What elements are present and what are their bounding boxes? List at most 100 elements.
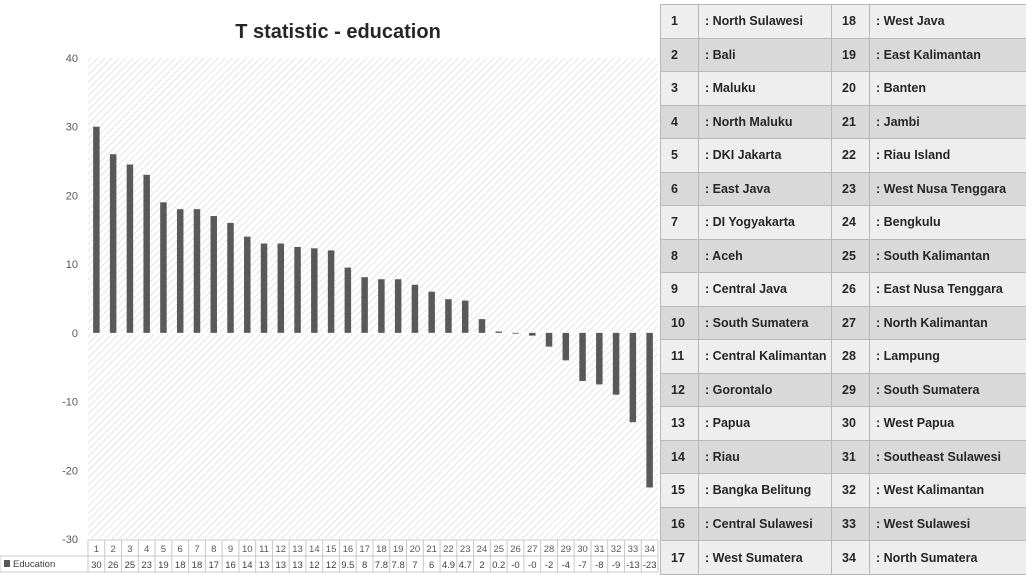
province-number: 5 <box>660 138 699 173</box>
bar <box>126 164 134 333</box>
table-row: 10: South Sumatera 27: North Kalimantan <box>660 305 1026 341</box>
y-tick-label: 30 <box>66 122 78 134</box>
y-tick-label: 0 <box>72 328 78 340</box>
province-number: 18 <box>831 4 870 39</box>
data-label: -23 <box>643 560 657 571</box>
province-name: : East Java <box>698 171 832 207</box>
data-label: 2 <box>479 560 484 571</box>
x-tick-label: 33 <box>628 544 639 555</box>
province-name: : Central Kalimantan <box>698 339 832 374</box>
province-number: 27 <box>831 305 870 341</box>
bar <box>160 202 167 333</box>
province-name: : East Nusa Tenggara <box>869 272 1026 307</box>
province-number: 34 <box>831 540 870 575</box>
bar <box>327 250 335 333</box>
x-tick-label: 11 <box>259 544 269 555</box>
x-tick-label: 2 <box>110 544 115 555</box>
data-label: 7.8 <box>375 560 388 571</box>
data-label: -7 <box>578 560 586 571</box>
province-name: : Bali <box>698 37 832 73</box>
x-tick-label: 26 <box>510 544 521 555</box>
bar <box>311 248 318 333</box>
province-name: : North Maluku <box>698 104 832 140</box>
data-label: 13 <box>292 560 303 571</box>
province-name: : West Java <box>869 4 1026 39</box>
data-label: 4.9 <box>442 560 455 571</box>
province-legend-table: 1: North Sulawesi 18: West Java 2: Bali 19:… <box>660 4 1026 575</box>
province-name: : South Sumatera <box>869 372 1026 408</box>
table-row: 14: Riau 31: Southeast Sulawesi <box>660 439 1026 475</box>
data-label: 13 <box>259 560 270 571</box>
data-label: 8 <box>362 560 367 571</box>
province-name: : Maluku <box>698 71 832 106</box>
x-tick-label: 10 <box>242 544 253 555</box>
x-tick-label: 4 <box>144 544 149 555</box>
x-tick-label: 3 <box>127 544 132 555</box>
plot-background <box>88 58 658 539</box>
province-number: 11 <box>660 339 699 374</box>
data-label: 7.8 <box>392 560 405 571</box>
x-tick-label: 29 <box>561 544 572 555</box>
data-label: 25 <box>125 560 136 571</box>
x-tick-label: 30 <box>577 544 588 555</box>
x-tick-label: 19 <box>393 544 404 555</box>
province-name: : South Kalimantan <box>869 238 1026 274</box>
province-name: : West Nusa Tenggara <box>869 171 1026 207</box>
bar <box>495 331 502 333</box>
data-label: 23 <box>141 560 152 571</box>
table-row: 16: Central Sulawesi 33: West Sulawesi <box>660 506 1026 542</box>
data-label: 13 <box>276 560 287 571</box>
legend-series-name: Education <box>13 559 55 570</box>
x-tick-label: 7 <box>194 544 199 555</box>
data-label: 16 <box>225 560 236 571</box>
bar <box>411 284 419 333</box>
table-row: 8: Aceh 25: South Kalimantan <box>660 238 1026 274</box>
province-name: : Gorontalo <box>698 372 832 408</box>
province-number: 14 <box>660 439 699 475</box>
province-name: : Aceh <box>698 238 832 274</box>
data-label: 17 <box>208 560 219 571</box>
province-number: 32 <box>831 473 870 508</box>
table-row: 12: Gorontalo 29: South Sumatera <box>660 372 1026 408</box>
x-tick-label: 8 <box>211 544 216 555</box>
province-number: 20 <box>831 71 870 106</box>
x-tick-label: 17 <box>359 544 370 555</box>
y-tick-label: 20 <box>66 190 78 202</box>
province-name: : Bangka Belitung <box>698 473 832 508</box>
province-name: : West Sulawesi <box>869 506 1026 542</box>
table-row: 6: East Java 23: West Nusa Tenggara <box>660 171 1026 207</box>
province-number: 22 <box>831 138 870 173</box>
province-number: 15 <box>660 473 699 508</box>
chart-area: T statistic - education 40 30 20 10 0 -10 -20 -… <box>0 21 659 573</box>
x-tick-label: 34 <box>644 544 655 555</box>
province-number: 1 <box>660 4 699 39</box>
bars <box>93 126 653 488</box>
province-number: 31 <box>831 439 870 475</box>
table-row: 1: North Sulawesi 18: West Java <box>660 4 1026 39</box>
province-number: 29 <box>831 372 870 408</box>
data-label: 4.7 <box>459 560 472 571</box>
bar <box>629 332 637 423</box>
x-tick-label: 28 <box>544 544 555 555</box>
x-tick-label: 5 <box>161 544 166 555</box>
data-label: 30 <box>91 560 102 571</box>
bar <box>294 246 301 333</box>
province-name: : DKI Jakarta <box>698 138 832 173</box>
bar <box>646 332 653 488</box>
data-label: -0 <box>528 560 536 571</box>
data-label: -8 <box>595 560 603 571</box>
data-label: 26 <box>108 560 119 571</box>
bar <box>176 209 184 333</box>
x-tick-label: 20 <box>410 544 421 555</box>
table-row: 5: DKI Jakarta 22: Riau Island <box>660 138 1026 173</box>
province-number: 17 <box>660 540 699 575</box>
bar <box>210 216 217 333</box>
province-name: : Southeast Sulawesi <box>869 439 1026 475</box>
data-label: 9.5 <box>341 560 354 571</box>
y-tick-label: 40 <box>66 53 78 65</box>
province-name: : North Kalimantan <box>869 305 1026 341</box>
bar <box>394 279 402 333</box>
province-name: : Central Sulawesi <box>698 506 832 542</box>
province-number: 30 <box>831 406 870 441</box>
province-number: 4 <box>660 104 699 140</box>
